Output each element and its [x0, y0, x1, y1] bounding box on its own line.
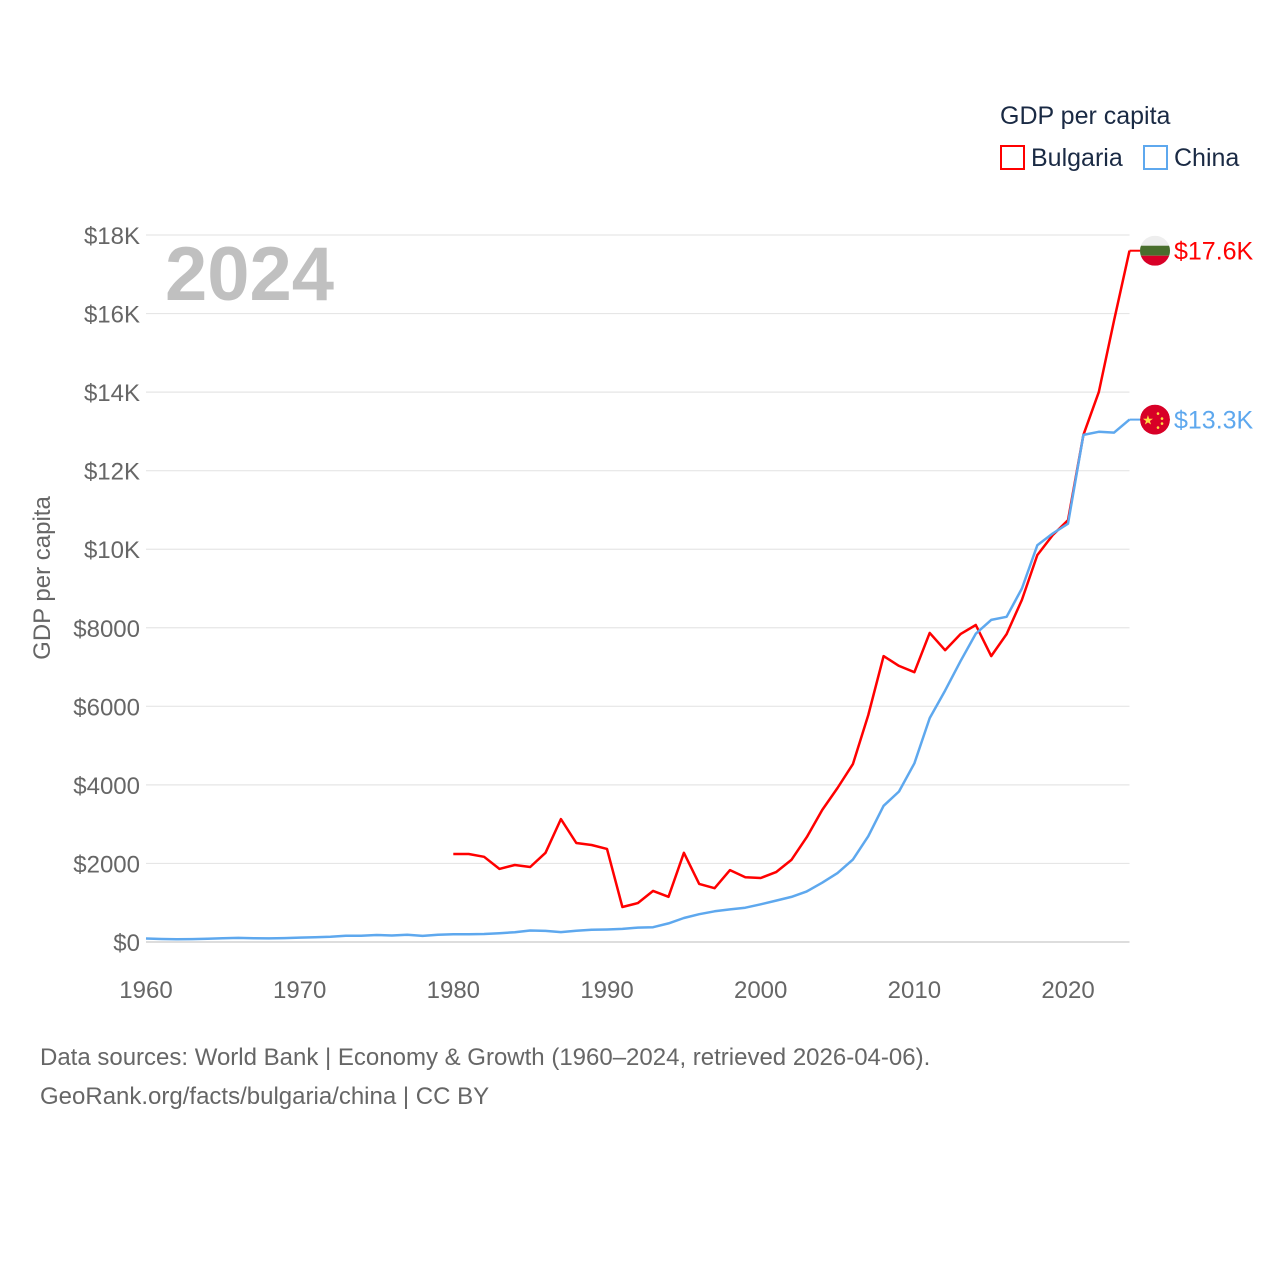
flag-stripe-white: [1140, 235, 1170, 246]
footer-credit[interactable]: GeoRank.org/facts/bulgaria/china | CC BY: [40, 1083, 490, 1110]
end-value-label: $17.6K: [1174, 238, 1254, 266]
x-tick-label: 1960: [119, 977, 172, 1004]
y-tick-label: $16K: [84, 302, 140, 329]
y-tick-label: $12K: [84, 459, 140, 486]
y-tick-label: $10K: [84, 537, 140, 564]
year-watermark: 2024: [165, 232, 334, 317]
footer-sources: Data sources: World Bank | Economy & Gro…: [40, 1044, 931, 1071]
x-tick-label: 1970: [273, 977, 326, 1004]
flag-star: ★: [1142, 413, 1154, 428]
flag-body: ★: [1140, 404, 1170, 435]
legend-label-china: China: [1174, 144, 1239, 172]
y-tick-label: $0: [113, 930, 140, 957]
series-line-china: [145, 418, 1131, 941]
flag-stripe-red: [1140, 255, 1170, 266]
y-tick-label: $6000: [73, 694, 140, 721]
x-tick-label: 2020: [1041, 977, 1094, 1004]
legend-title: GDP per capita: [1000, 102, 1171, 130]
china-flag-icon: ★: [1140, 404, 1170, 435]
flag-small-star: [1160, 417, 1164, 420]
y-axis-label: GDP per capita: [29, 496, 56, 660]
end-value-label: $13.3K: [1174, 407, 1254, 435]
legend-swatch-bulgaria: [1000, 145, 1025, 170]
x-tick-label: 2000: [734, 977, 787, 1004]
x-tick-label: 1990: [580, 977, 633, 1004]
flag-small-star: [1156, 412, 1160, 415]
flag-small-star: [1160, 422, 1164, 425]
flag-stripe-green: [1140, 245, 1170, 256]
x-tick-label: 2010: [888, 977, 941, 1004]
legend-label-bulgaria: Bulgaria: [1031, 144, 1123, 172]
flag-body: [1140, 235, 1170, 266]
y-tick-label: $2000: [73, 851, 140, 878]
flag-small-star: [1156, 426, 1160, 429]
flag-field: [1140, 404, 1170, 435]
legend-swatch-china: [1143, 145, 1168, 170]
y-tick-label: $14K: [84, 380, 140, 407]
bulgaria-flag-icon: [1140, 235, 1170, 266]
x-tick-label: 1980: [427, 977, 480, 1004]
y-tick-label: $8000: [73, 616, 140, 643]
series-line-bulgaria: [453, 250, 1131, 909]
y-tick-label: $4000: [73, 773, 140, 800]
y-tick-label: $18K: [84, 223, 140, 250]
